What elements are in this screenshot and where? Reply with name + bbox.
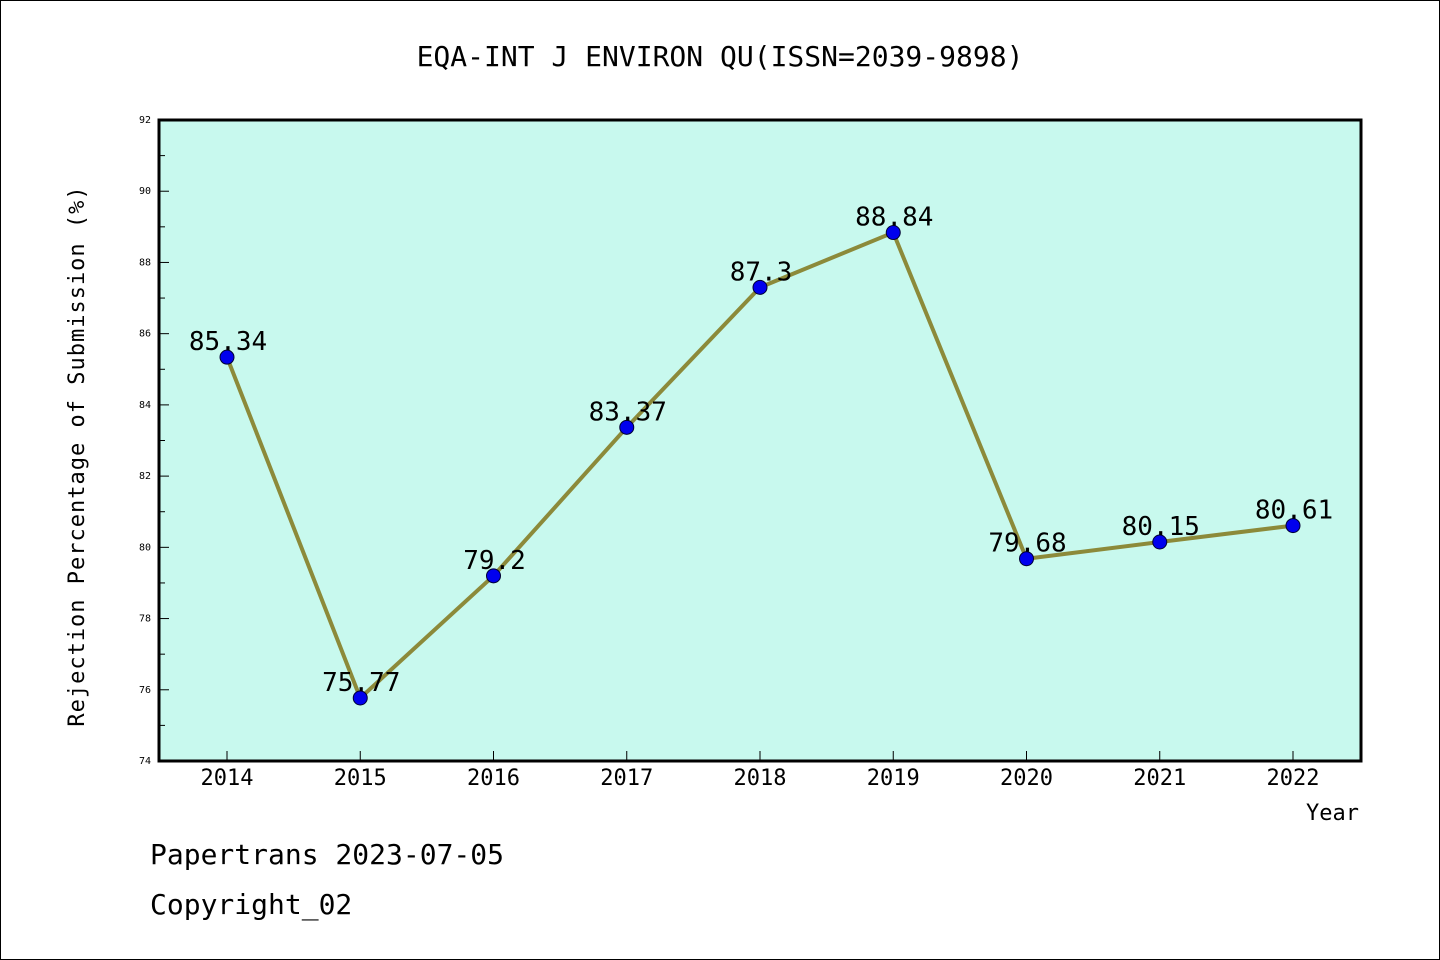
data-point <box>619 419 635 435</box>
y-tick-label: 90 <box>139 186 151 197</box>
data-label: 83.37 <box>589 397 667 427</box>
x-tick-label: 2014 <box>201 766 254 791</box>
data-label: 79.68 <box>988 529 1066 559</box>
y-tick-label: 78 <box>139 614 151 625</box>
data-label: 80.61 <box>1255 496 1333 526</box>
data-point <box>219 349 235 365</box>
y-tick-label: 80 <box>139 542 151 553</box>
data-label: 75.77 <box>322 668 400 698</box>
data-point <box>752 279 768 295</box>
data-label: 79.2 <box>463 546 526 576</box>
x-tick-label: 2018 <box>734 766 787 791</box>
x-tick-label: 2019 <box>867 766 920 791</box>
plot-frame <box>157 118 1363 763</box>
series-markers <box>219 225 1301 706</box>
x-axis-label: Year <box>1306 801 1359 826</box>
data-point <box>885 225 901 241</box>
y-tick-label: 82 <box>139 471 151 482</box>
y-axis-label: Rejection Percentage of Submission (%) <box>65 185 90 726</box>
y-tick-label: 84 <box>139 400 151 411</box>
y-tick-label: 76 <box>139 685 151 696</box>
data-point <box>1152 534 1168 550</box>
x-tick-label: 2016 <box>467 766 520 791</box>
data-point <box>1019 551 1034 567</box>
data-label: 87.3 <box>730 257 793 287</box>
data-point <box>1285 518 1301 534</box>
y-tick-label: 74 <box>139 756 151 767</box>
x-tick-label: 2022 <box>1267 766 1320 791</box>
y-tick-label: 88 <box>139 257 151 268</box>
data-point <box>352 690 368 706</box>
data-label: 88.84 <box>855 203 933 233</box>
footer-date: Papertrans 2023-07-05 <box>150 838 504 871</box>
x-tick-label: 2017 <box>600 766 653 791</box>
x-tick-label: 2020 <box>1000 766 1053 791</box>
x-axis-ticks: 2014 2015 2016 2017 2018 2019 2020 2021 2022 <box>201 751 1320 791</box>
y-tick-label: 92 <box>139 115 151 126</box>
y-tick-label: 86 <box>139 329 151 340</box>
data-point <box>486 568 501 584</box>
chart-title: EQA-INT J ENVIRON QU(ISSN=2039-9898) <box>417 40 1024 73</box>
footer-copyright: Copyright_02 <box>150 888 352 922</box>
data-label: 80.15 <box>1122 512 1200 542</box>
x-tick-label: 2015 <box>334 766 387 791</box>
plot-area <box>159 120 1361 761</box>
data-label: 85.34 <box>189 327 267 357</box>
x-tick-label: 2021 <box>1133 766 1186 791</box>
data-labels: 85.34 75.77 79.2 83.37 87.3 88.84 79.68 80.15 80… <box>189 203 1333 698</box>
